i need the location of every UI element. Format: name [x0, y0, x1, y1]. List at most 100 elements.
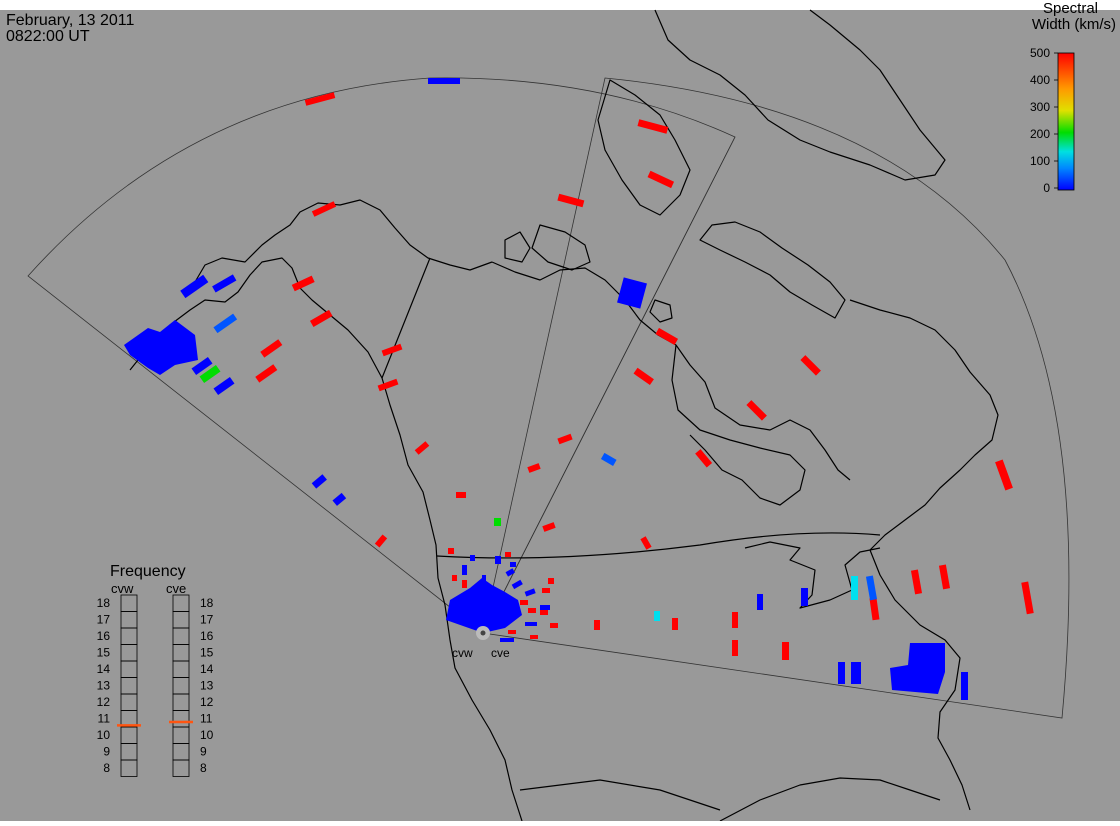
- frequency-tick-label: 13: [200, 679, 214, 693]
- radar-sites: cvw cve: [452, 626, 510, 660]
- coast-banks-island: [504, 231, 531, 263]
- frequency-tick-label: 18: [200, 596, 214, 610]
- scatter-cell: [528, 608, 536, 613]
- scatter-cell: [540, 610, 548, 615]
- colorbar-tick-label: 500: [1030, 46, 1050, 60]
- scatter-cell: [995, 459, 1013, 491]
- scatter-cluster: [124, 320, 198, 375]
- scatter-cell: [525, 622, 537, 626]
- scatter-cell: [542, 522, 556, 532]
- frequency-col-cvw: cvw: [111, 581, 134, 596]
- frequency-tick-label: 8: [200, 761, 207, 775]
- frequency-tick-label: 17: [97, 613, 111, 627]
- scatter-cell: [961, 672, 968, 700]
- frequency-tick-label: 9: [200, 745, 207, 759]
- scatter-cell: [511, 579, 523, 590]
- scatter-cell: [542, 588, 550, 593]
- scatter-cluster-near-radar: [446, 578, 522, 633]
- scatter-cell: [520, 600, 528, 605]
- scatter-cell: [757, 594, 763, 610]
- coast-labrador: [849, 299, 999, 551]
- timestamp: February, 13 2011 0822:00 UT: [6, 12, 134, 45]
- scatter-cell: [462, 565, 467, 575]
- frequency-tick-label: 16: [200, 629, 214, 643]
- scatter-cell: [482, 575, 486, 593]
- colorbar-tick-label: 0: [1043, 181, 1050, 195]
- frequency-tick-label: 14: [97, 662, 111, 676]
- scatter-cell: [527, 463, 541, 473]
- scatter-cell: [332, 492, 347, 506]
- scatter-cell: [311, 201, 337, 217]
- scatter-cell: [869, 597, 880, 621]
- border-alaska-canada: [381, 257, 431, 379]
- scatter-cell: [801, 588, 808, 606]
- frequency-tick-label: 11: [200, 712, 213, 726]
- frequency-tick-label: 12: [97, 695, 111, 709]
- colorbar-tick-label: 200: [1030, 127, 1050, 141]
- frequency-tick-label: 10: [200, 728, 214, 742]
- frequency-tick-label: 15: [97, 646, 111, 660]
- scatter-cell: [865, 575, 878, 601]
- coast-arctic: [491, 261, 851, 481]
- coast-pacific: [129, 257, 523, 822]
- radar-site-center: [480, 630, 486, 636]
- scatter-cell: [505, 552, 511, 557]
- scatter-cell: [213, 313, 238, 334]
- scatter-cell: [938, 564, 951, 590]
- border-us-mexico: [519, 779, 721, 811]
- scatter-cell: [500, 638, 514, 642]
- coast-greenland: [654, 9, 946, 181]
- frequency-tick-label: 12: [200, 695, 214, 709]
- frequency-tick-label: 13: [97, 679, 111, 693]
- radar-label-cvw: cvw: [452, 646, 473, 660]
- scatter-cell: [381, 343, 403, 357]
- scatter-cell: [838, 662, 845, 684]
- frequency-legend: Frequency cvw cve 1817161514131211109818…: [97, 563, 214, 777]
- scatter-cell: [448, 548, 454, 554]
- scatter-cell: [304, 92, 336, 106]
- scatter-cell: [557, 433, 573, 445]
- scatter-cell: [374, 534, 388, 548]
- frequency-tick-label: 11: [98, 712, 111, 726]
- scatter-cell: [462, 580, 467, 588]
- scatter-cell: [851, 662, 861, 684]
- coast-baffin: [699, 221, 846, 319]
- scatter-cell: [640, 536, 652, 550]
- scatter-cell: [600, 452, 617, 466]
- frequency-tick-label: 18: [97, 596, 111, 610]
- scatter-cell: [782, 642, 789, 660]
- scatter-cell: [311, 474, 327, 489]
- scatter-cell: [851, 576, 858, 600]
- colorbar-gradient: [1057, 52, 1075, 191]
- scatter-cell: [508, 630, 516, 634]
- scatter-cell: [530, 635, 538, 639]
- scatter-cell: [456, 492, 466, 498]
- scatter-cell: [540, 605, 550, 610]
- scatter-cell: [212, 274, 237, 293]
- scatter-green: [199, 364, 501, 526]
- scatter-cell: [452, 575, 457, 581]
- frequency-tick-label: 14: [200, 662, 214, 676]
- map-background: [0, 10, 1120, 821]
- scatter-cell: [548, 578, 554, 584]
- scatter-cell: [510, 562, 516, 567]
- scatter-cell: [910, 569, 923, 595]
- scatter-cell: [291, 275, 315, 292]
- scatter-cell: [647, 170, 675, 189]
- scatter-cell: [505, 568, 515, 577]
- radar-scatter: [124, 78, 1034, 700]
- frequency-tick-label: 17: [200, 613, 214, 627]
- scatter-cell: [428, 78, 460, 84]
- coast-southampton: [649, 299, 673, 323]
- coast-gulf: [719, 777, 941, 822]
- scatter-cell: [494, 518, 501, 526]
- scatter-cell: [1021, 581, 1034, 615]
- scatter-cell: [655, 327, 679, 345]
- scatter-cell: [414, 441, 430, 455]
- radar-label-cve: cve: [491, 646, 510, 660]
- border-us-canada: [436, 532, 881, 559]
- scatter-cell: [255, 364, 278, 383]
- borders: [381, 257, 881, 811]
